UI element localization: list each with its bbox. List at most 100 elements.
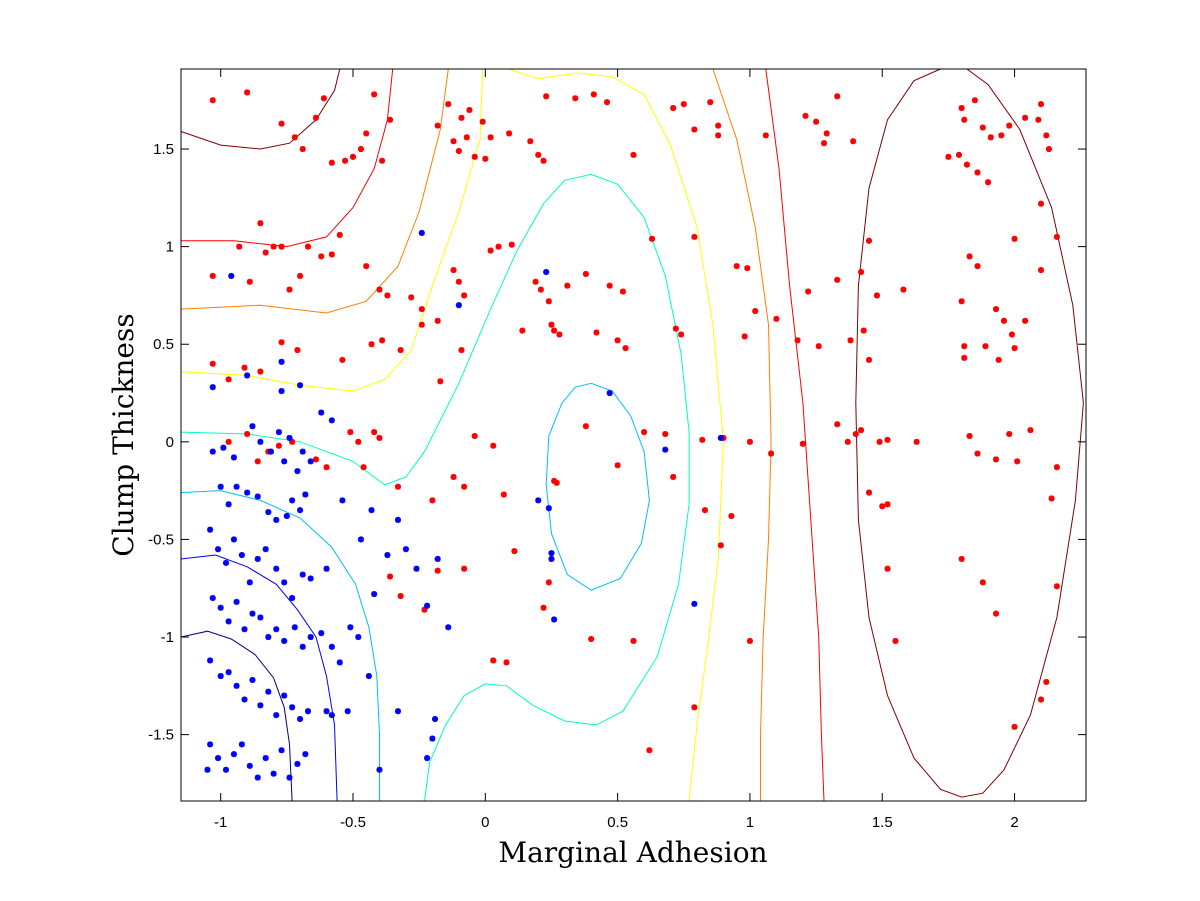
data-point [413,565,420,572]
data-point [834,421,841,428]
data-point [207,526,214,533]
data-point [262,249,269,256]
data-point [365,673,372,680]
data-point [670,105,677,112]
data-point [384,552,391,559]
data-point [289,594,296,601]
data-point [1038,101,1045,108]
data-point [961,354,968,361]
data-point [955,151,962,158]
data-point [1053,583,1060,590]
x-tick-label: 2 [1010,814,1018,831]
data-point [768,450,775,457]
y-axis-label: Clump Thickness [107,313,140,556]
data-point [299,571,306,578]
data-point [418,229,425,236]
data-point [1027,427,1034,434]
data-point [450,473,457,480]
data-point [238,741,245,748]
data-point [209,594,216,601]
data-point [985,179,992,186]
data-point [278,120,285,127]
data-point [265,509,272,516]
plot-area-frame [180,68,1087,802]
data-point [543,269,550,276]
data-point [328,712,335,719]
data-point [503,659,510,666]
data-point [249,610,256,617]
x-tick-label: 1 [746,814,754,831]
data-point [551,327,558,334]
data-point [741,333,748,340]
data-point [209,97,216,104]
data-point [527,138,534,145]
data-point [347,429,354,436]
data-point [323,565,330,572]
data-point [368,507,375,514]
data-point [244,89,251,96]
data-point [993,610,1000,617]
data-point [336,231,343,238]
data-point [281,637,288,644]
data-point [744,265,751,272]
data-point [286,286,293,293]
data-point [619,288,626,295]
data-point [307,458,314,465]
data-point [866,356,873,363]
data-point [963,161,970,168]
data-point [461,292,468,299]
data-point [1045,146,1052,153]
x-tick-label: 0.5 [607,814,628,831]
data-point [678,331,685,338]
data-point [355,634,362,641]
data-point [230,536,237,543]
data-point [691,600,698,607]
data-point [262,755,269,762]
y-axis-ticks: -1.5 -1 -0.5 0 0.5 1 1.5 [148,141,1086,744]
data-point [1006,122,1013,129]
data-point [564,282,571,289]
data-point [606,390,613,397]
data-point [275,429,282,436]
data-point [604,99,611,106]
data-point [233,682,240,689]
data-point [519,327,526,334]
data-point [746,637,753,644]
data-point [254,774,261,781]
data-point [458,347,465,354]
data-point [445,624,452,631]
data-point [294,347,301,354]
data-point [254,493,261,500]
data-point [424,602,431,609]
data-point [363,263,370,270]
data-point [209,448,216,455]
data-point [537,286,544,293]
data-point [834,93,841,100]
data-point [257,702,264,709]
data-point [672,325,679,332]
data-point [254,555,261,562]
data-point [418,306,425,313]
data-point [813,118,820,125]
data-point [402,546,409,553]
data-point [379,157,386,164]
data-point [434,567,441,574]
data-point [479,118,486,125]
data-point [376,286,383,293]
data-point [275,442,282,449]
data-point [900,286,907,293]
data-point [289,497,296,504]
y-tick-label: 1.5 [153,141,174,158]
data-point [971,97,978,104]
data-point [691,126,698,133]
data-point [1006,431,1013,438]
data-point [434,317,441,324]
data-point [662,431,669,438]
data-point [987,134,994,141]
data-point [207,657,214,664]
data-point [270,770,277,777]
data-point [876,438,883,445]
data-point [394,516,401,523]
data-point [860,327,867,334]
data-point [230,454,237,461]
